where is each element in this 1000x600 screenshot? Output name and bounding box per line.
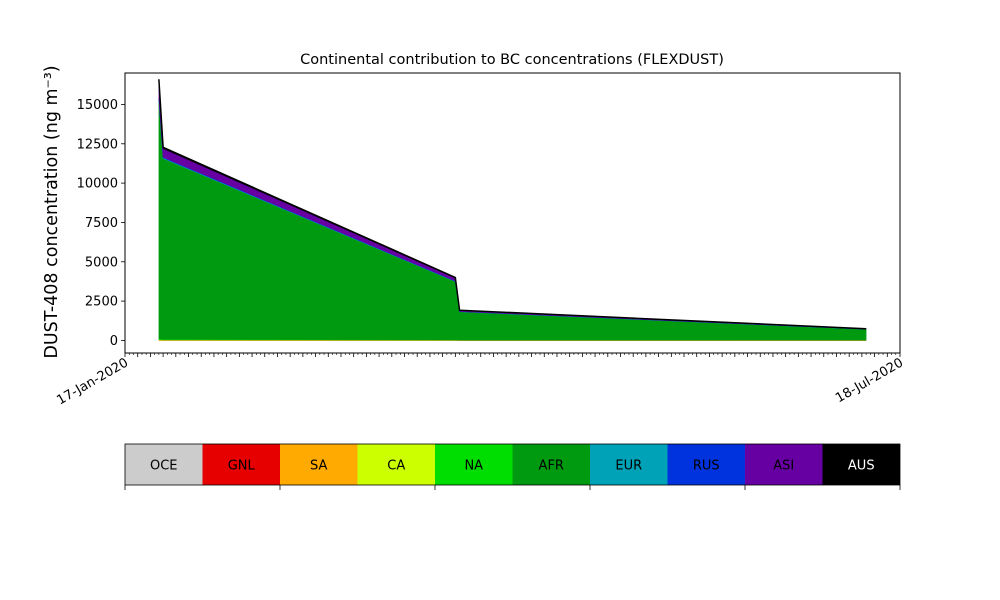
colorbar-swatch-aus	[822, 444, 900, 485]
y-tick-label: 10000	[77, 177, 118, 192]
colorbar-label-rus: RUS	[693, 459, 720, 474]
plot-area	[124, 72, 901, 354]
colorbar-swatch-gnl	[202, 444, 280, 485]
chart-title: Continental contribution to BC concentra…	[300, 52, 724, 68]
colorbar-label-ca: CA	[387, 459, 405, 474]
colorbar-swatch-sa	[280, 444, 358, 485]
colorbar-swatch-afr	[512, 444, 590, 485]
colorbar-label-eur: EUR	[615, 459, 642, 474]
total-outline	[158, 79, 867, 330]
colorbar-label-afr: AFR	[539, 459, 564, 474]
colorbar-label-aus: AUS	[848, 459, 875, 474]
y-tick-label: 0	[110, 334, 118, 349]
colorbar-swatch-eur	[590, 444, 668, 485]
colorbar-frame	[124, 443, 901, 486]
colorbar-swatch-ca	[357, 444, 435, 485]
colorbar-swatch-oce	[125, 444, 203, 485]
colorbar-label-oce: OCE	[150, 459, 178, 474]
colorbar-swatch-asi	[745, 444, 823, 485]
colorbar-label-na: NA	[464, 459, 483, 474]
y-tick-label: 15000	[77, 98, 118, 113]
colorbar-label-asi: ASI	[773, 459, 794, 474]
colorbar-label-gnl: GNL	[228, 459, 256, 474]
y-tick-label: 2500	[85, 295, 118, 310]
region-colorbar: OCE GNL SA CA NA AFR EUR RUS ASI AUS	[124, 443, 901, 490]
colorbar-swatch-na	[435, 444, 513, 485]
y-axis-label: DUST-408 concentration (ng m⁻³)	[42, 65, 62, 358]
y-axis: 0 2500 5000 7500 10000 12500 15000	[77, 98, 125, 349]
y-tick-label: 7500	[85, 216, 118, 231]
colorbar-label-sa: SA	[310, 459, 327, 474]
plot-frame	[124, 72, 901, 354]
y-tick-label: 5000	[85, 255, 118, 270]
colorbar-swatch-rus	[667, 444, 745, 485]
y-tick-label: 12500	[77, 137, 118, 152]
